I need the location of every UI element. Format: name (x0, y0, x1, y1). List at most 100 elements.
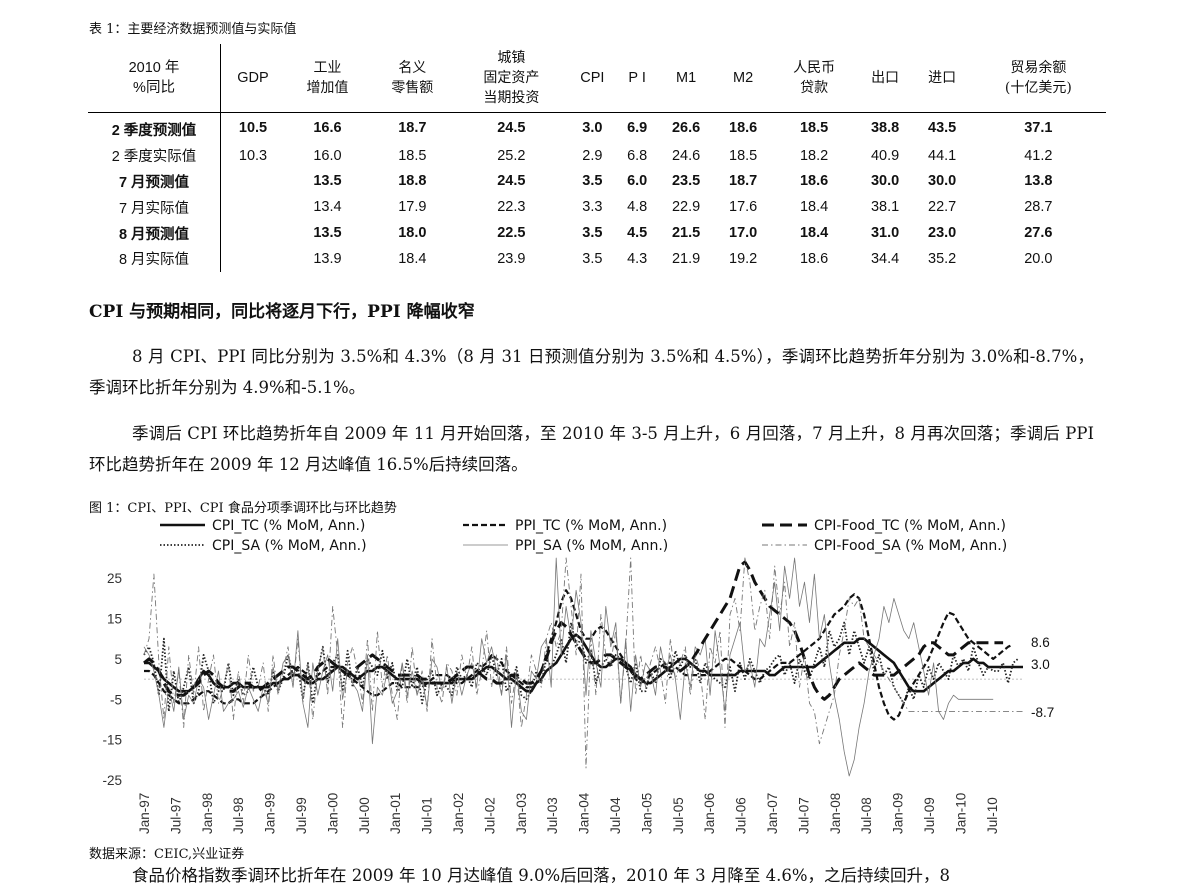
table-cell: 16.6 (313, 119, 342, 136)
table-cell: 18.4 (799, 199, 829, 216)
table-cell: 20.0 (1024, 250, 1053, 267)
table-cell: 21.9 (671, 250, 701, 267)
x-tick-label: Jul-04 (608, 797, 623, 834)
column-header-line: 当期投资 (483, 90, 540, 106)
x-tick-label: Jan-97 (137, 793, 152, 834)
table-cell: 35.2 (928, 250, 957, 267)
table-cell: 18.5 (729, 147, 758, 164)
table-cell: 27.6 (1024, 225, 1053, 242)
table-cell: 41.2 (1024, 147, 1053, 164)
table-cell (221, 194, 286, 220)
x-tick-label: Jul-10 (985, 797, 1000, 834)
table-cell: 10.3 (238, 147, 268, 164)
table-cell: 3.0 (582, 119, 603, 136)
end-value-label: -8.7 (1031, 705, 1054, 720)
x-tick-label: Jul-97 (168, 797, 183, 834)
legend-label: PPI_TC (% MoM, Ann.) (515, 518, 667, 534)
x-tick-label: Jan-03 (514, 793, 529, 834)
table-cell (221, 246, 286, 272)
table-cell: 17.9 (398, 199, 427, 216)
table-cell: 4.3 (627, 250, 648, 267)
x-tick-label: Jul-09 (922, 797, 937, 834)
table-cell: 31.0 (870, 225, 900, 242)
series-line (143, 621, 1019, 713)
table-cell: 25.2 (497, 147, 526, 164)
table-cell: 6.9 (627, 119, 648, 136)
table-cell: 13.5 (313, 173, 342, 190)
table-column-header: 贸易余额 (十亿美元) (970, 44, 1106, 113)
table-cell (221, 220, 286, 246)
x-tick-label: Jul-08 (859, 797, 874, 834)
x-tick-label: Jul-98 (231, 797, 246, 834)
table-body: 2 季度预测值 10.5 16.6 18.7 24.5 3.0 6.9 26.6 18.6 18.… (88, 112, 1106, 272)
table-column-header: 出口 (856, 44, 914, 113)
y-tick-label: -15 (102, 733, 122, 748)
table-cell: 6.0 (627, 173, 648, 190)
table-cell: 23.9 (497, 250, 526, 267)
table-cell: 44.1 (928, 147, 957, 164)
x-tick-label: Jul-99 (294, 797, 309, 834)
table-cell: 18.2 (799, 147, 829, 164)
row-label: 7 月预测值 (88, 168, 221, 195)
table-cell: 4.8 (627, 199, 648, 216)
section-heading: CPI 与预期相同，同比将逐月下行，PPI 降幅收窄 (89, 302, 475, 322)
table-column-header: GDP (220, 44, 285, 113)
paragraph-3: 食品价格指数季调环比折年在 2009 年 10 月达峰值 9.0%后回落，201… (132, 866, 951, 885)
column-header-line: CPI (580, 70, 605, 86)
column-header-line: 工业 (313, 60, 342, 76)
table-cell: 23.0 (928, 225, 957, 242)
table-cell: 40.9 (870, 147, 900, 164)
table-column-header: CPI (567, 44, 617, 113)
table-cell: 3.5 (582, 225, 603, 242)
table-cell: 24.5 (497, 173, 526, 190)
y-tick-label: 15 (107, 612, 122, 627)
table-cell: 3.5 (582, 173, 603, 190)
series-line (144, 633, 1023, 693)
table-cell: 22.3 (497, 199, 526, 216)
paragraph-2: 季调后 CPI 环比趋势折年自 2009 年 11 月开始回落，至 2010 年… (89, 424, 1094, 474)
x-tick-label: Jul-00 (357, 797, 372, 834)
table-column-header: 人民币 贷款 (771, 44, 857, 113)
table-row: 8 月实际值 13.9 18.4 23.9 3.5 4.3 21.9 19.2 18.6 34.4… (88, 245, 1106, 272)
table-cell: 2.9 (582, 147, 603, 164)
table-cell: 4.5 (627, 225, 648, 242)
table-cell: 6.8 (627, 147, 648, 164)
table-cell: 23.5 (671, 173, 701, 190)
table-cell: 3.5 (582, 250, 603, 267)
y-tick-label: 25 (107, 571, 122, 586)
legend-label: PPI_SA (% MoM, Ann.) (515, 538, 668, 554)
table-cell: 22.7 (928, 199, 957, 216)
table-column-header: 工业 增加值 (285, 44, 370, 113)
cpi-ppi-line-chart: CPI_TC (% MoM, Ann.) CPI_SA (% MoM, Ann.)… (102, 518, 1054, 834)
legend-label: CPI_SA (% MoM, Ann.) (212, 538, 367, 554)
table-cell: 17.6 (729, 199, 758, 216)
column-header-line: 零售额 (391, 80, 434, 96)
x-tick-label: Jul-01 (420, 797, 435, 834)
x-tick-label: Jul-02 (482, 797, 497, 834)
table-cell: 18.7 (398, 119, 427, 136)
table-cell: 26.6 (671, 119, 701, 136)
end-value-label: 8.6 (1031, 635, 1050, 650)
table-cell: 10.5 (238, 119, 268, 136)
table-cell: 18.5 (799, 119, 829, 136)
table-header-row: 2010 年 %同比 GDP 工业 增加值 名义 零售额 城镇 固定资产 当期投资 CPI P I… (88, 44, 1106, 113)
legend-label: CPI_TC (% MoM, Ann.) (212, 518, 365, 534)
table-cell: 18.8 (398, 173, 427, 190)
paragraph-1: 8 月 CPI、PPI 同比分别为 3.5%和 4.3%（8 月 31 日预测值… (89, 347, 1094, 397)
x-tick-label: Jan-00 (325, 793, 340, 834)
x-tick-label: Jan-98 (200, 793, 215, 834)
table-cell: 18.6 (799, 250, 829, 267)
y-tick-label: -25 (102, 773, 122, 788)
y-tick-label: 5 (114, 652, 122, 667)
table-row: 7 月实际值 13.4 17.9 22.3 3.3 4.8 22.9 17.6 18.4 38.1… (88, 194, 1106, 221)
row-label: 2 季度预测值 (88, 112, 221, 143)
table-cell: 24.6 (671, 147, 701, 164)
x-tick-label: Jan-04 (577, 792, 592, 834)
table-cell: 22.9 (671, 199, 701, 216)
column-header-line: 城镇 (497, 50, 526, 66)
row-label: 7 月实际值 (88, 194, 221, 221)
x-tick-label: Jan-99 (263, 793, 278, 834)
x-tick-label: Jan-07 (765, 793, 780, 834)
column-header-line: 出口 (871, 70, 900, 86)
table-column-header: P I (616, 44, 658, 113)
